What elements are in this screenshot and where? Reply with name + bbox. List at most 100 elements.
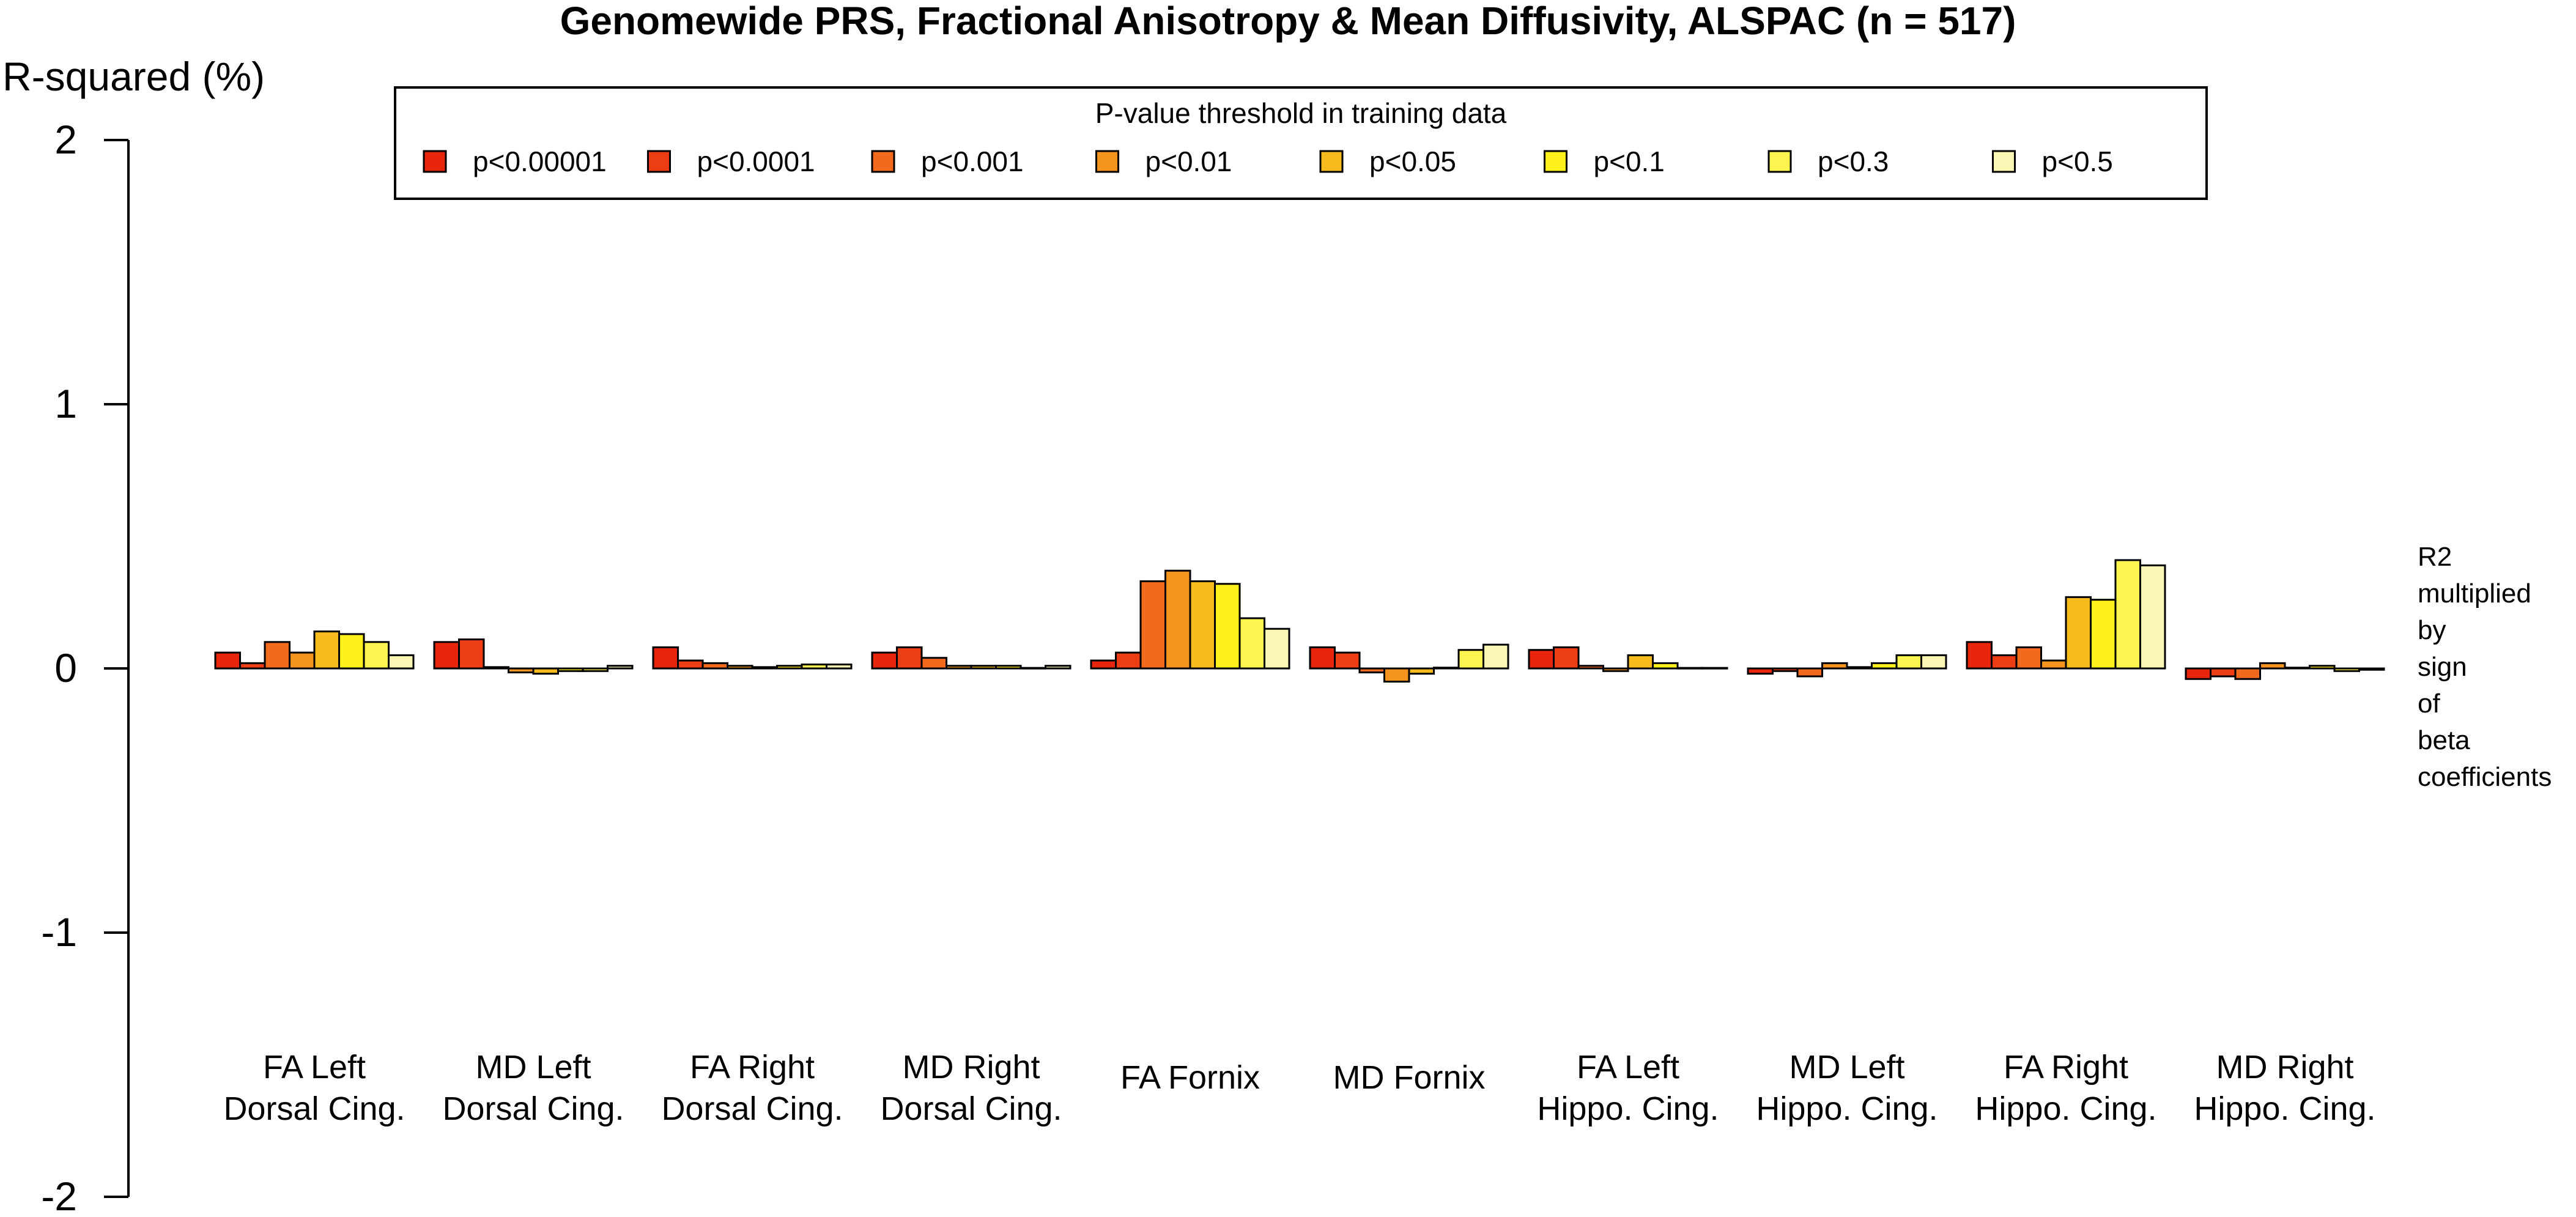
bar [1238, 617, 1265, 670]
bar [1383, 667, 1410, 683]
side-note-line: by [2418, 615, 2446, 645]
legend-swatch [1544, 150, 1567, 173]
bar [1189, 580, 1216, 670]
category-label: MD Right [2216, 1049, 2353, 1086]
legend-swatch [647, 150, 671, 173]
bar [2065, 596, 2092, 670]
side-note-line: sign [2418, 652, 2467, 682]
category-label: FA Left [263, 1049, 366, 1086]
bar [1652, 662, 1679, 670]
bar [1920, 654, 1947, 670]
legend-label: p<0.0001 [697, 146, 815, 177]
bar [826, 664, 853, 670]
bar [1214, 583, 1241, 670]
category-label: FA Fornix [1120, 1059, 1260, 1096]
bar [313, 631, 340, 670]
category-labels: FA Left Dorsal Cing. MD Left Dorsal Cing. FA… [223, 1049, 2375, 1127]
category-label: MD Right [902, 1049, 1040, 1086]
category-label: MD Left [1789, 1049, 1904, 1086]
bar [1846, 666, 1873, 670]
legend-swatch [1992, 150, 2016, 173]
bar [458, 638, 485, 670]
bar [1358, 667, 1385, 673]
bar [2210, 667, 2237, 678]
chart-title: Genomewide PRS, Fractional Anisotropy & … [560, 0, 2016, 43]
bar [1895, 654, 1922, 670]
bar [1115, 651, 1142, 670]
bar [896, 646, 923, 670]
bar [532, 667, 559, 675]
category-label: Hippo. Cing. [1537, 1090, 1719, 1127]
bar [264, 641, 291, 670]
bar [1090, 659, 1117, 670]
bar [2139, 564, 2166, 670]
bar [1821, 662, 1848, 670]
category-label: FA Right [690, 1049, 815, 1086]
legend-swatch [871, 150, 895, 173]
bar [677, 659, 704, 670]
side-note-line: coefficients [2418, 762, 2552, 792]
bar [557, 667, 584, 672]
bar [1991, 654, 2018, 670]
bar [433, 641, 460, 670]
bar [1966, 641, 1993, 670]
side-note-line: multiplied [2418, 579, 2531, 608]
bar [2185, 667, 2211, 680]
bar [289, 651, 316, 670]
bar [871, 651, 898, 670]
bar [970, 665, 997, 670]
bars [214, 559, 2385, 683]
bar [214, 651, 241, 670]
bar [2358, 667, 2385, 671]
bar [1602, 667, 1629, 672]
side-note-line: of [2418, 689, 2440, 719]
legend-label: p<0.01 [1146, 146, 1232, 177]
side-note: R2 multiplied by sign of beta coefficients [2418, 542, 2552, 792]
y-axis-label: R-squared (%) [2, 54, 265, 99]
legend-title: P-value threshold in training data [1095, 97, 1507, 129]
bar [1871, 662, 1898, 670]
category-label: Dorsal Cing. [223, 1090, 405, 1127]
bar [751, 666, 778, 670]
y-tick-label: 0 [54, 645, 77, 690]
bar [1457, 649, 1484, 670]
category-label: Hippo. Cing. [2194, 1090, 2375, 1127]
category-label: Hippo. Cing. [1756, 1090, 1938, 1127]
bar [1408, 667, 1435, 675]
bar [2040, 659, 2067, 670]
category-label: FA Right [2004, 1049, 2128, 1086]
bar [1577, 665, 1604, 670]
bar [1164, 569, 1191, 670]
category-label: MD Left [475, 1049, 591, 1086]
legend-label: p<0.5 [2042, 146, 2113, 177]
y-tick-label: -2 [41, 1174, 77, 1217]
bar [483, 666, 509, 670]
bar [508, 667, 535, 673]
bar [1309, 646, 1336, 670]
bar [1482, 643, 1509, 670]
bar [607, 665, 634, 670]
legend-label: p<0.3 [1818, 146, 1889, 177]
bar [1334, 651, 1361, 670]
side-note-line: beta [2418, 725, 2470, 755]
legend-swatch [1095, 150, 1119, 173]
legend-label: p<0.1 [1594, 146, 1665, 177]
bar [2114, 559, 2141, 670]
legend-swatch [1767, 150, 1792, 173]
bar [920, 657, 947, 670]
bar [701, 662, 728, 670]
bar [1627, 654, 1654, 670]
bar [338, 633, 365, 670]
y-tick-label: -1 [41, 909, 77, 955]
category-label: MD Fornix [1333, 1059, 1485, 1096]
bar [727, 665, 753, 670]
y-tick-label: 2 [54, 117, 77, 162]
category-label: Hippo. Cing. [1975, 1090, 2156, 1127]
legend-label: p<0.00001 [473, 146, 607, 177]
legend-items: p<0.00001 p<0.0001 p<0.001 p<0.01 p<0.05 p<0.… [423, 146, 2113, 177]
category-label: Dorsal Cing. [661, 1090, 843, 1127]
bar [995, 665, 1022, 670]
bar [2309, 665, 2336, 670]
y-tick-label: 1 [54, 381, 77, 426]
